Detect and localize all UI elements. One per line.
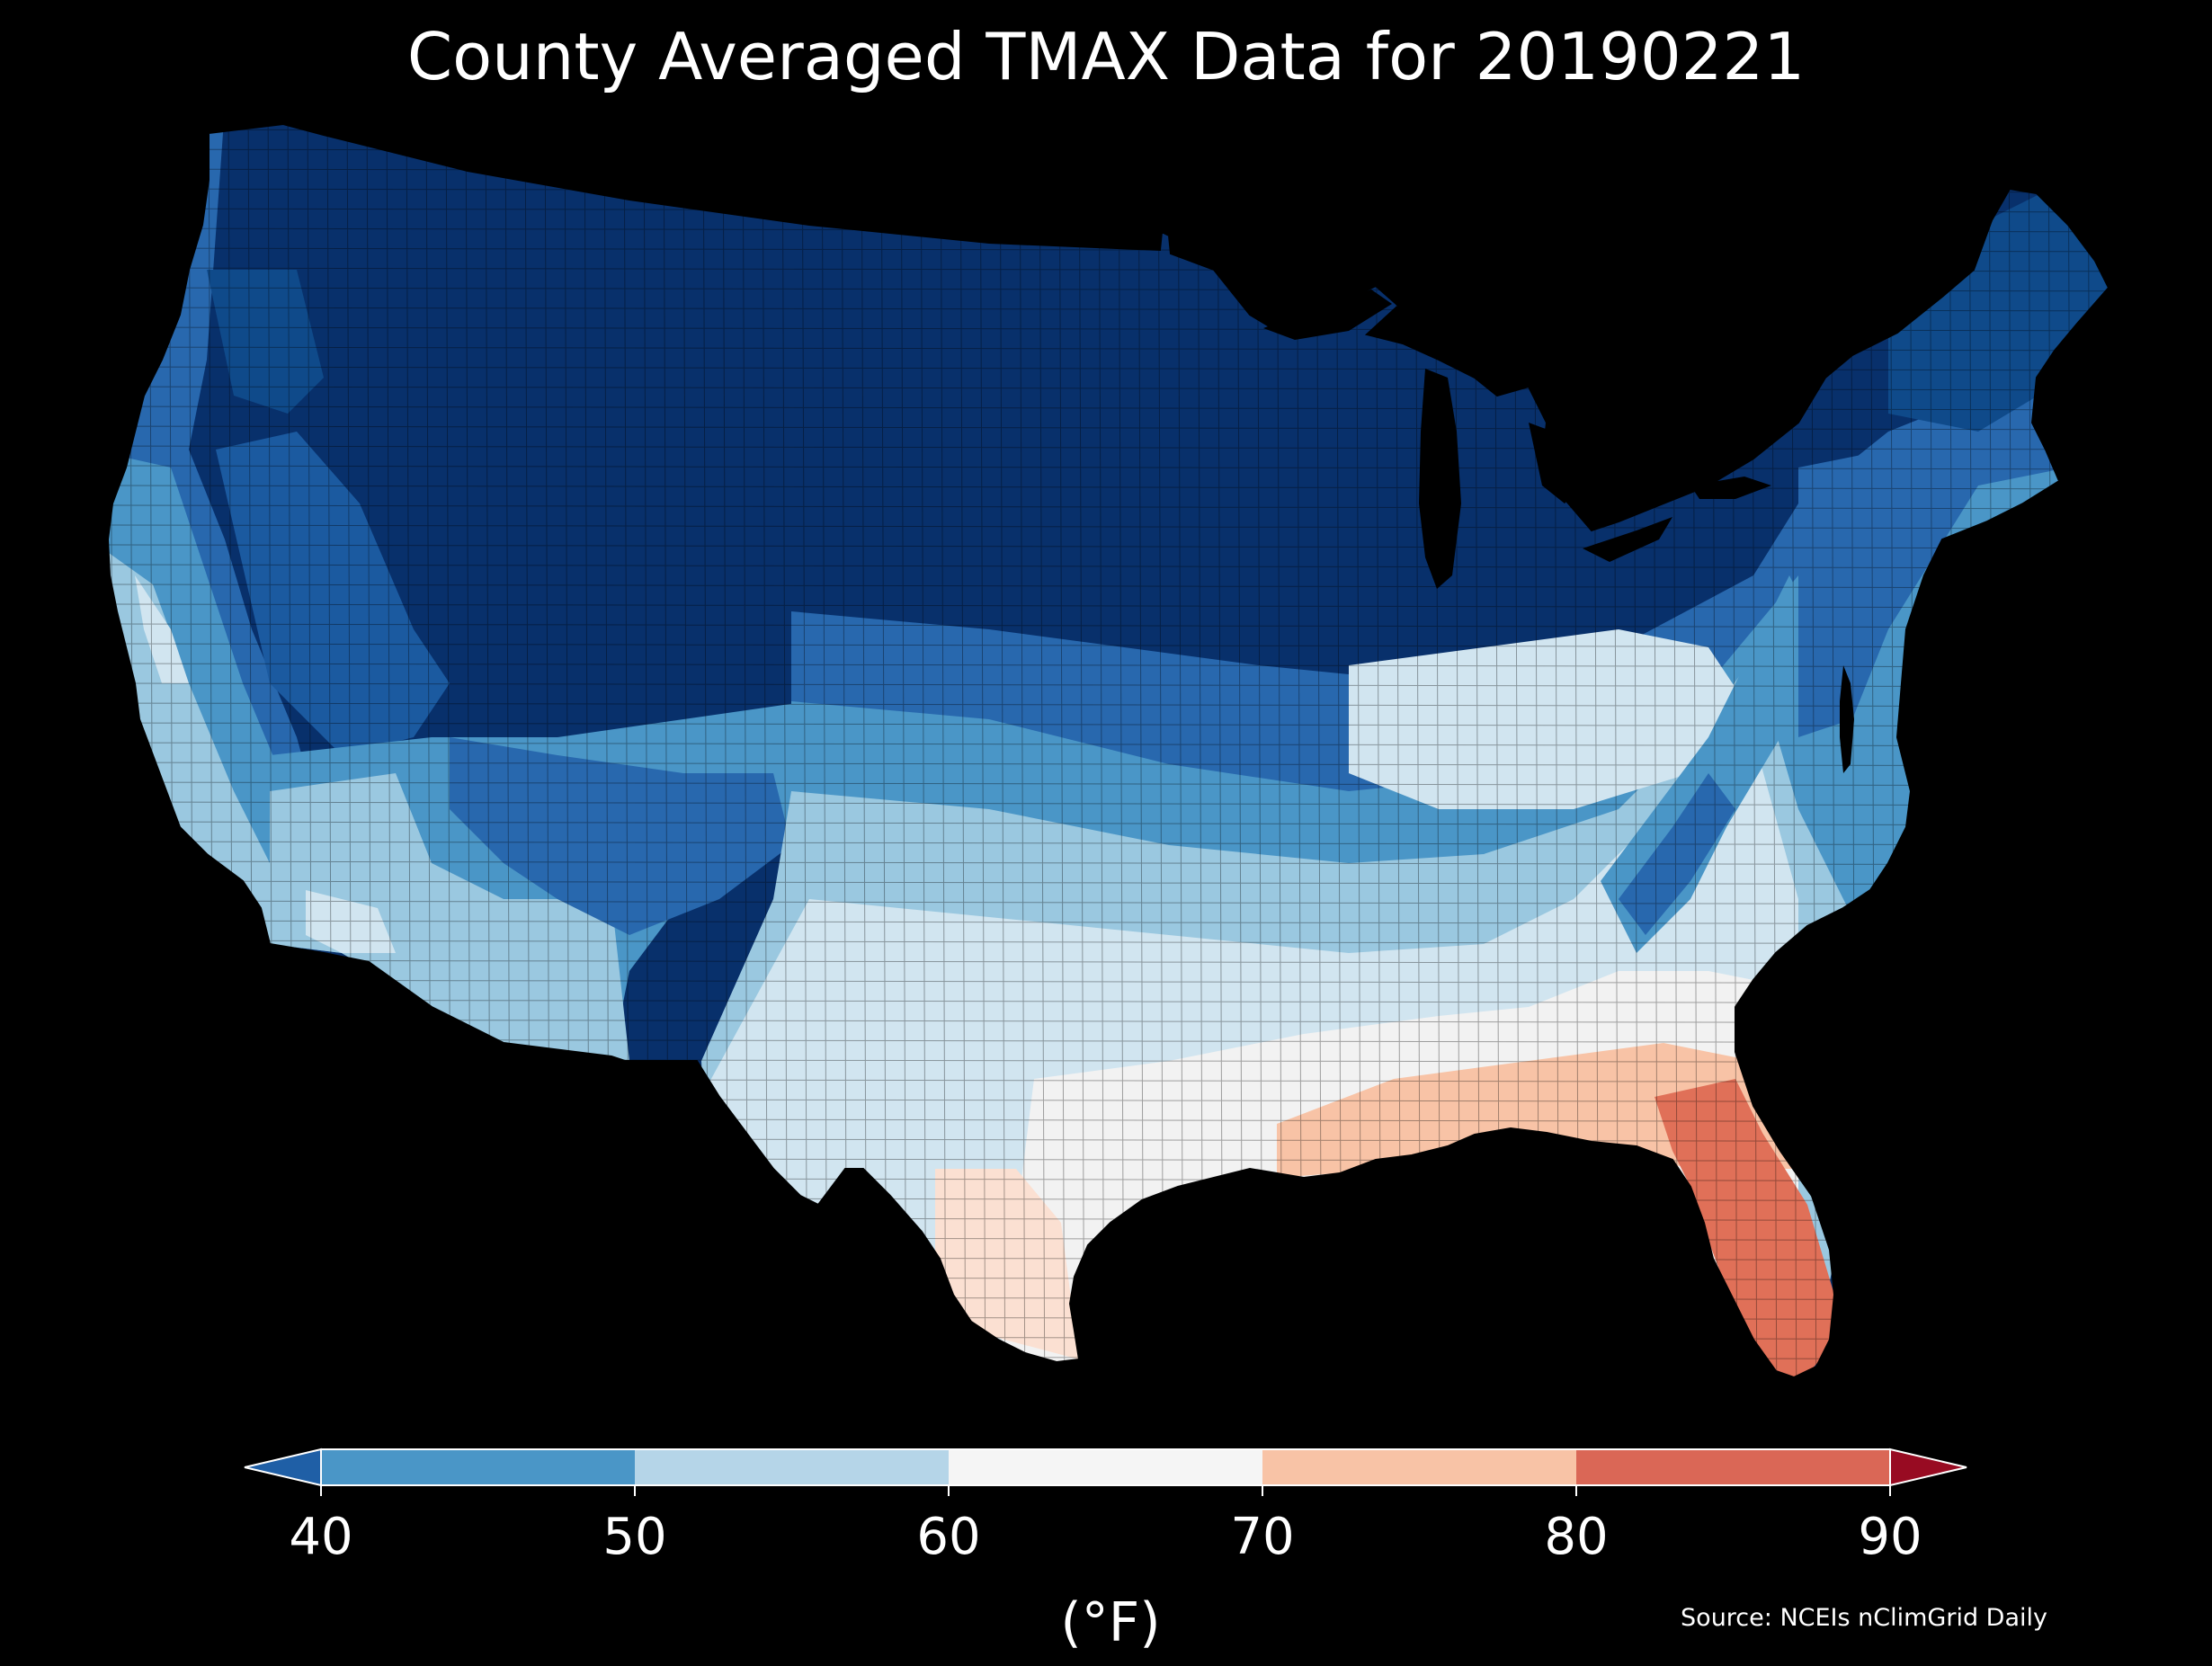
colorbar-outline <box>320 1448 1891 1486</box>
central-valley-region <box>135 575 189 683</box>
colorbar-unit-label: (°F) <box>1060 1591 1161 1654</box>
colorbar-bin-0 <box>321 1449 635 1485</box>
colorbar-tick-label: 60 <box>916 1508 981 1566</box>
florida-region <box>1655 1079 1834 1377</box>
great-basin-region <box>216 432 450 755</box>
colorbar-tick-label: 80 <box>1544 1508 1609 1566</box>
lake-erie <box>1583 517 1672 562</box>
ohio-valley-region <box>1349 629 1744 809</box>
chart-title: County Averaged TMAX Data for 20190221 <box>406 19 1806 94</box>
lake-superior <box>1263 290 1392 340</box>
colorbar-bin-4 <box>1576 1449 1890 1485</box>
northwest-interior-region <box>207 270 324 414</box>
colorbar-over-arrow <box>1889 1448 1967 1487</box>
deep-south-region <box>1277 1043 1798 1178</box>
desert-southwest-region <box>270 773 629 1061</box>
colorbar-tick-label: 40 <box>289 1508 353 1566</box>
colorbar-bin-2 <box>949 1449 1262 1485</box>
four-corners-region <box>450 737 791 935</box>
colorbar-under-arrow <box>244 1448 322 1487</box>
chesapeake-bay <box>1840 665 1854 773</box>
lake-michigan <box>1419 369 1461 589</box>
lower-colorado-region <box>306 890 396 953</box>
blue-ridge-region <box>1619 773 1735 935</box>
south-texas-region <box>935 1169 1079 1359</box>
colorbar-tick-label: 50 <box>602 1508 667 1566</box>
lake-superior-east <box>1529 243 1601 274</box>
lake-huron <box>1529 423 1583 503</box>
colorbar-bin-3 <box>1262 1449 1576 1485</box>
source-credit: Source: NCEIs nClimGrid Daily <box>1681 1604 2047 1632</box>
lake-ontario <box>1690 477 1771 499</box>
colorbar-bin-1 <box>635 1449 949 1485</box>
colorbar-group <box>244 1448 1967 1496</box>
colorbar-tick-label: 90 <box>1858 1508 1922 1566</box>
colorbar-tick-label: 70 <box>1230 1508 1295 1566</box>
